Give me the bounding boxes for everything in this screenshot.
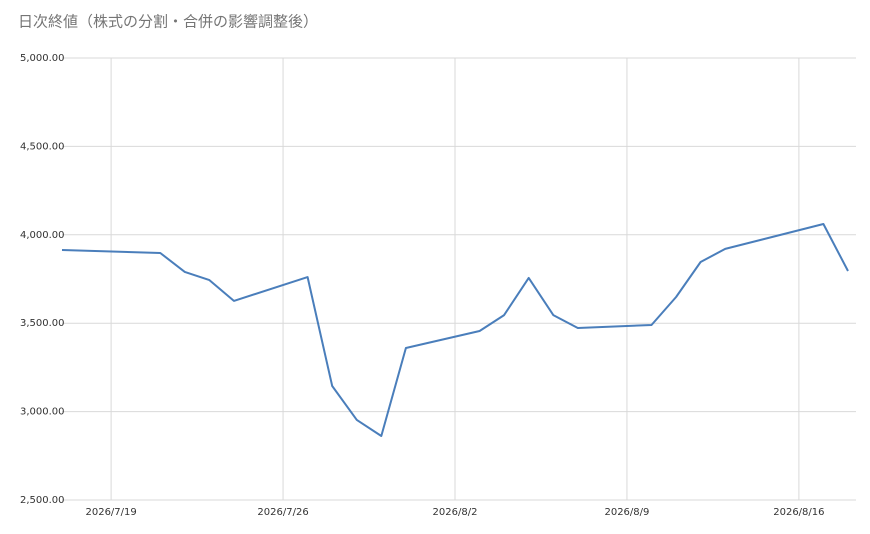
y-tick-label: 3,000.00 bbox=[20, 407, 65, 418]
y-tick-label: 4,500.00 bbox=[20, 141, 65, 152]
x-tick-label: 2026/7/26 bbox=[257, 507, 308, 518]
y-tick-label: 5,000.00 bbox=[20, 53, 65, 64]
line bbox=[61, 223, 849, 437]
y-tick-label: 2,500.00 bbox=[20, 495, 65, 506]
x-tick-label: 2026/8/16 bbox=[773, 507, 824, 518]
x-tick-label: 2026/7/19 bbox=[85, 507, 136, 518]
x-tick-label: 2026/8/2 bbox=[433, 507, 478, 518]
y-tick-label: 4,000.00 bbox=[20, 230, 65, 241]
x-tick-label: 2026/8/9 bbox=[604, 507, 649, 518]
y-tick-label: 3,500.00 bbox=[20, 318, 65, 329]
chart-title: 日次終値（株式の分割・合併の影響調整後） bbox=[18, 13, 318, 31]
